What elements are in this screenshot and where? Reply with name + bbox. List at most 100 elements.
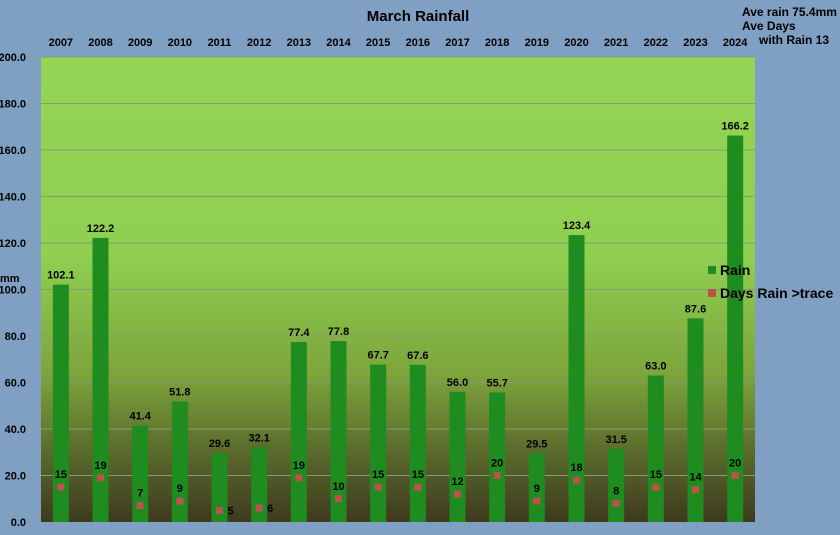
- days-point: [692, 485, 699, 493]
- days-point: [57, 483, 65, 491]
- rain-bar: [290, 342, 307, 522]
- rain-bar: [528, 453, 545, 522]
- y-tick-label: 160.0: [0, 145, 26, 157]
- days-data-label: 12: [451, 476, 463, 488]
- rain-bar: [211, 453, 228, 522]
- days-data-label: 8: [613, 485, 619, 497]
- days-point: [612, 499, 620, 507]
- legend-label-rain: Rain: [720, 262, 750, 278]
- rain-bar: [568, 235, 585, 522]
- rain-bar: [687, 318, 704, 522]
- chart-title: March Rainfall: [367, 8, 470, 25]
- rain-data-label: 122.2: [87, 223, 115, 235]
- rain-bar: [727, 135, 744, 522]
- days-data-label: 20: [491, 458, 503, 470]
- y-tick-label: 20.0: [5, 471, 26, 483]
- legend-swatch-days: [708, 289, 716, 297]
- y-tick-label: 0.0: [11, 517, 26, 529]
- rain-bar: [132, 425, 149, 522]
- days-data-label: 9: [177, 483, 183, 495]
- days-point: [533, 497, 541, 505]
- days-data-label: 19: [94, 460, 106, 472]
- days-point: [454, 490, 461, 498]
- legend: Rain Days Rain >trace: [708, 262, 833, 301]
- y-tick-label: 60.0: [5, 378, 26, 390]
- rain-bar: [251, 447, 268, 522]
- days-data-label: 19: [293, 460, 305, 472]
- x-tick-label: 2008: [88, 37, 112, 49]
- rain-bar: [608, 448, 625, 522]
- x-tick-label: 2014: [326, 37, 351, 49]
- days-point: [335, 495, 342, 503]
- rain-data-label: 63.0: [645, 361, 666, 373]
- days-data-label: 20: [729, 458, 741, 470]
- rain-bar: [330, 341, 347, 522]
- y-tick-label: 180.0: [0, 99, 26, 111]
- days-point: [493, 472, 501, 479]
- rain-data-label: 123.4: [563, 220, 591, 232]
- rain-bar: [409, 364, 426, 522]
- x-tick-label: 2020: [564, 37, 588, 49]
- days-data-label: 6: [267, 503, 273, 515]
- x-tick-label: 2019: [525, 37, 549, 49]
- days-point: [255, 504, 263, 512]
- x-tick-label: 2010: [168, 37, 192, 49]
- rain-data-label: 55.7: [486, 377, 507, 389]
- days-point: [216, 506, 223, 514]
- rain-bar: [449, 391, 466, 522]
- days-data-label: 15: [650, 469, 662, 481]
- annotation-with-rain: with Rain 13: [759, 33, 830, 47]
- legend-label-days: Days Rain >trace: [720, 285, 833, 301]
- y-tick-label: 80.0: [5, 331, 26, 343]
- y-axis-label: mm: [0, 273, 20, 285]
- days-point: [97, 474, 104, 482]
- rain-bar: [370, 364, 387, 522]
- y-tick-label: 200.0: [0, 52, 26, 64]
- y-tick-label: 40.0: [5, 424, 26, 436]
- days-data-label: 7: [137, 488, 143, 500]
- days-data-label: 15: [372, 469, 384, 481]
- days-point: [374, 483, 382, 491]
- x-tick-label: 2021: [604, 37, 628, 49]
- x-tick-label: 2012: [247, 37, 271, 49]
- y-tick-label: 120.0: [0, 238, 26, 250]
- y-tick-label: 100.0: [0, 285, 26, 297]
- x-tick-label: 2011: [208, 37, 232, 49]
- days-point: [136, 502, 144, 510]
- rain-data-label: 29.5: [526, 438, 547, 450]
- days-data-label: 18: [570, 462, 582, 474]
- x-tick-label: 2016: [406, 37, 430, 49]
- rain-bar: [489, 392, 506, 522]
- days-point: [652, 483, 660, 491]
- rain-bar: [52, 284, 69, 522]
- rain-data-label: 67.6: [407, 350, 428, 362]
- days-data-label: 10: [332, 481, 344, 493]
- days-point: [731, 472, 739, 479]
- days-point: [176, 497, 184, 505]
- days-point: [573, 476, 580, 484]
- rain-data-label: 77.4: [288, 327, 310, 339]
- rain-data-label: 102.1: [47, 270, 75, 282]
- rain-bar: [92, 237, 109, 522]
- x-tick-label: 2024: [723, 37, 748, 49]
- days-point: [414, 483, 422, 491]
- rain-data-label: 51.8: [169, 387, 190, 399]
- x-tick-label: 2007: [49, 37, 73, 49]
- x-tick-label: 2013: [287, 37, 311, 49]
- annotation-ave-rain: Ave rain 75.4mm: [742, 5, 837, 19]
- rain-data-label: 56.0: [447, 377, 468, 389]
- rain-data-label: 32.1: [248, 432, 269, 444]
- x-tick-label: 2018: [485, 37, 509, 49]
- days-data-label: 14: [689, 471, 702, 483]
- rain-data-label: 41.4: [129, 411, 151, 423]
- days-data-label: 5: [227, 505, 233, 517]
- rain-data-label: 67.7: [367, 350, 388, 362]
- rain-data-label: 29.6: [209, 438, 230, 450]
- annotation-ave-days: Ave Days: [742, 19, 796, 33]
- days-data-label: 15: [412, 469, 424, 481]
- x-tick-label: 2017: [445, 37, 469, 49]
- days-data-label: 15: [55, 469, 67, 481]
- rain-data-label: 87.6: [685, 303, 706, 315]
